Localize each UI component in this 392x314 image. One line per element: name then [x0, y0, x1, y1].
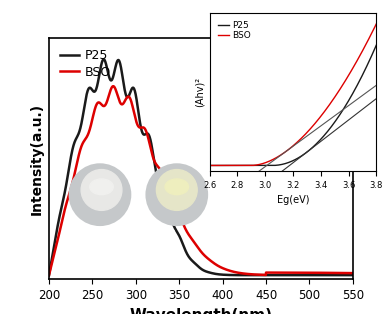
Ellipse shape [90, 179, 113, 195]
P25 [370, 52, 375, 56]
BSO [187, 233, 191, 237]
BSO [47, 273, 51, 277]
Circle shape [145, 163, 208, 226]
P25 [307, 149, 311, 152]
Text: P25: P25 [72, 227, 97, 240]
Circle shape [69, 163, 131, 226]
Legend: P25, BSO: P25, BSO [55, 44, 116, 84]
P25 [194, 263, 199, 267]
BSO [342, 271, 347, 275]
BSO [370, 30, 375, 34]
BSO [342, 271, 347, 275]
BSO [287, 147, 291, 151]
Circle shape [81, 170, 122, 210]
Line: BSO: BSO [49, 86, 353, 275]
P25 [342, 273, 347, 277]
P25 [287, 160, 291, 164]
Ellipse shape [165, 179, 189, 195]
BSO [62, 209, 67, 213]
Legend: P25, BSO: P25, BSO [214, 17, 255, 44]
BSO [207, 164, 212, 167]
BSO [350, 271, 355, 275]
P25 [342, 273, 347, 277]
Circle shape [156, 170, 197, 210]
Text: BSO: BSO [149, 227, 176, 240]
P25 [286, 273, 291, 277]
P25 [287, 160, 292, 164]
BSO [298, 138, 302, 142]
P25 [187, 255, 191, 259]
BSO [194, 244, 199, 248]
BSO [374, 22, 379, 26]
BSO [287, 147, 292, 150]
Y-axis label: (Ahv)²: (Ahv)² [194, 77, 204, 107]
P25 [344, 103, 348, 106]
P25 [374, 43, 379, 47]
BSO [111, 84, 116, 88]
Line: P25: P25 [210, 45, 376, 165]
X-axis label: Eg(eV): Eg(eV) [277, 195, 309, 205]
P25 [298, 155, 302, 159]
BSO [286, 271, 291, 274]
Line: P25: P25 [49, 59, 353, 275]
P25 [102, 57, 106, 61]
P25 [207, 164, 212, 167]
BSO [307, 128, 311, 132]
P25 [350, 273, 355, 277]
BSO [344, 77, 348, 81]
X-axis label: Wavelength(nm): Wavelength(nm) [129, 308, 272, 314]
Line: BSO: BSO [210, 24, 376, 165]
Y-axis label: Intensity(a.u.): Intensity(a.u.) [29, 102, 44, 215]
P25 [47, 273, 51, 277]
P25 [62, 192, 67, 196]
